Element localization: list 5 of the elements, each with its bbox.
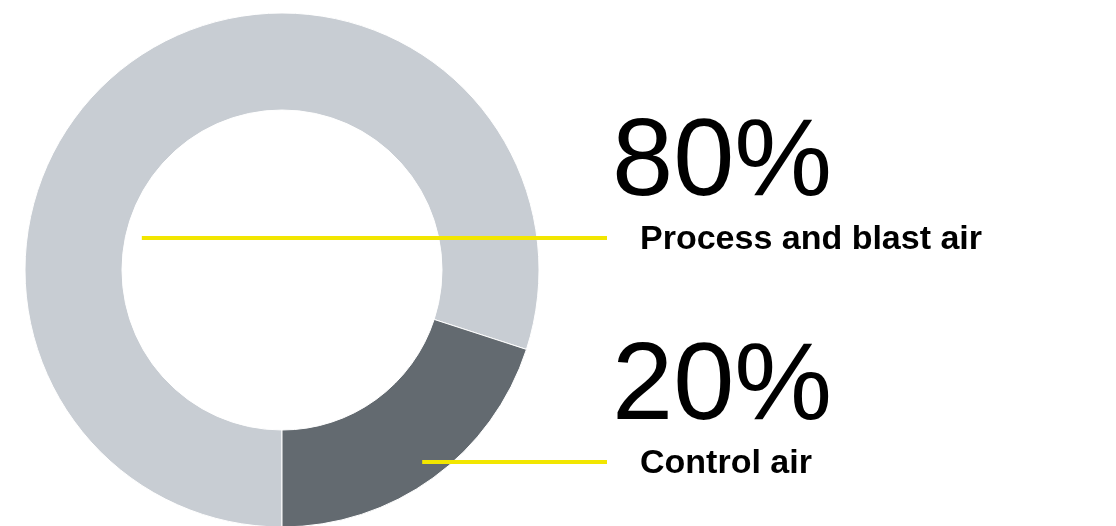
data-label: 20% [612,319,833,442]
slice-label: Control air [640,442,812,480]
slice-label: Process and blast air [640,218,983,256]
donut-slice [24,12,540,526]
data-label: 80% [612,95,833,218]
